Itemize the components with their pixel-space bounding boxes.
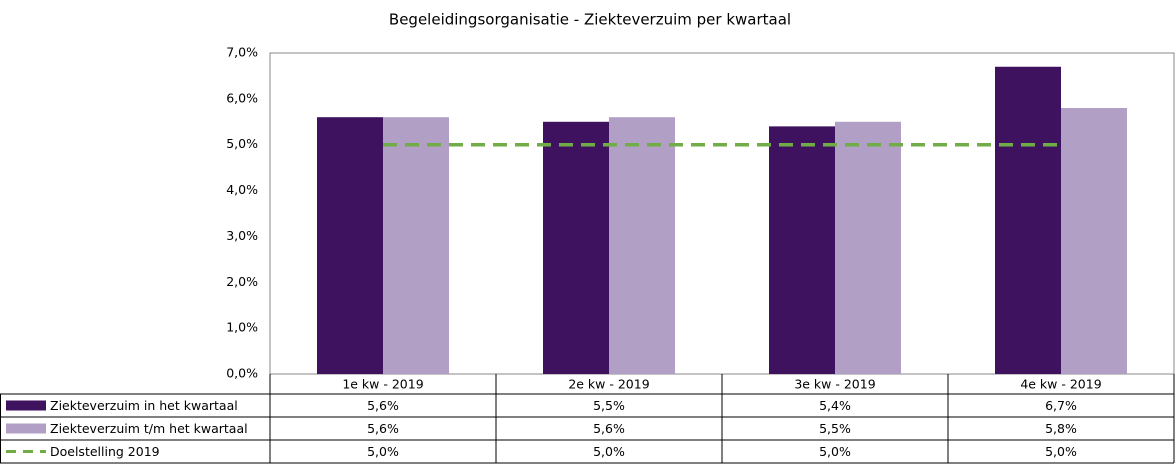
- legend-label: Doelstelling 2019: [50, 444, 160, 459]
- data-label: 5,5%: [593, 398, 625, 413]
- x-tick-label: 3e kw - 2019: [794, 377, 875, 392]
- data-label: 5,8%: [1045, 421, 1077, 436]
- legend-label: Ziekteverzuim t/m het kwartaal: [50, 421, 248, 436]
- data-label: 5,5%: [819, 421, 851, 436]
- bar: [995, 66, 1061, 374]
- y-tick-label: 3,0%: [226, 228, 258, 243]
- x-tick-label: 1e kw - 2019: [342, 377, 423, 392]
- data-label: 5,0%: [819, 444, 851, 459]
- x-tick-label: 2e kw - 2019: [568, 377, 649, 392]
- legend-key: [6, 423, 46, 434]
- bar: [317, 117, 383, 374]
- y-tick-label: 1,0%: [226, 320, 258, 335]
- data-label: 5,0%: [367, 444, 399, 459]
- y-tick-label: 4,0%: [226, 182, 258, 197]
- y-tick-label: 5,0%: [226, 136, 258, 151]
- bar: [835, 121, 901, 375]
- legend-label: Ziekteverzuim in het kwartaal: [50, 398, 238, 413]
- y-tick-label: 2,0%: [226, 274, 258, 289]
- data-label: 5,0%: [1045, 444, 1077, 459]
- legend-key: [6, 400, 46, 411]
- bar: [1061, 108, 1127, 375]
- y-tick-label: 6,0%: [226, 90, 258, 105]
- bar: [769, 126, 835, 374]
- data-label: 5,6%: [367, 421, 399, 436]
- data-label: 5,6%: [367, 398, 399, 413]
- bar: [383, 117, 449, 374]
- data-label: 5,6%: [593, 421, 625, 436]
- data-label: 6,7%: [1045, 398, 1077, 413]
- chart-title: Begeleidingsorganisatie - Ziekteverzuim …: [389, 11, 791, 29]
- x-tick-label: 4e kw - 2019: [1020, 377, 1101, 392]
- y-tick-label: 0,0%: [226, 366, 258, 381]
- data-label: 5,0%: [593, 444, 625, 459]
- data-label: 5,4%: [819, 398, 851, 413]
- y-tick-label: 7,0%: [226, 45, 258, 60]
- bar: [543, 121, 609, 375]
- bar: [609, 117, 675, 374]
